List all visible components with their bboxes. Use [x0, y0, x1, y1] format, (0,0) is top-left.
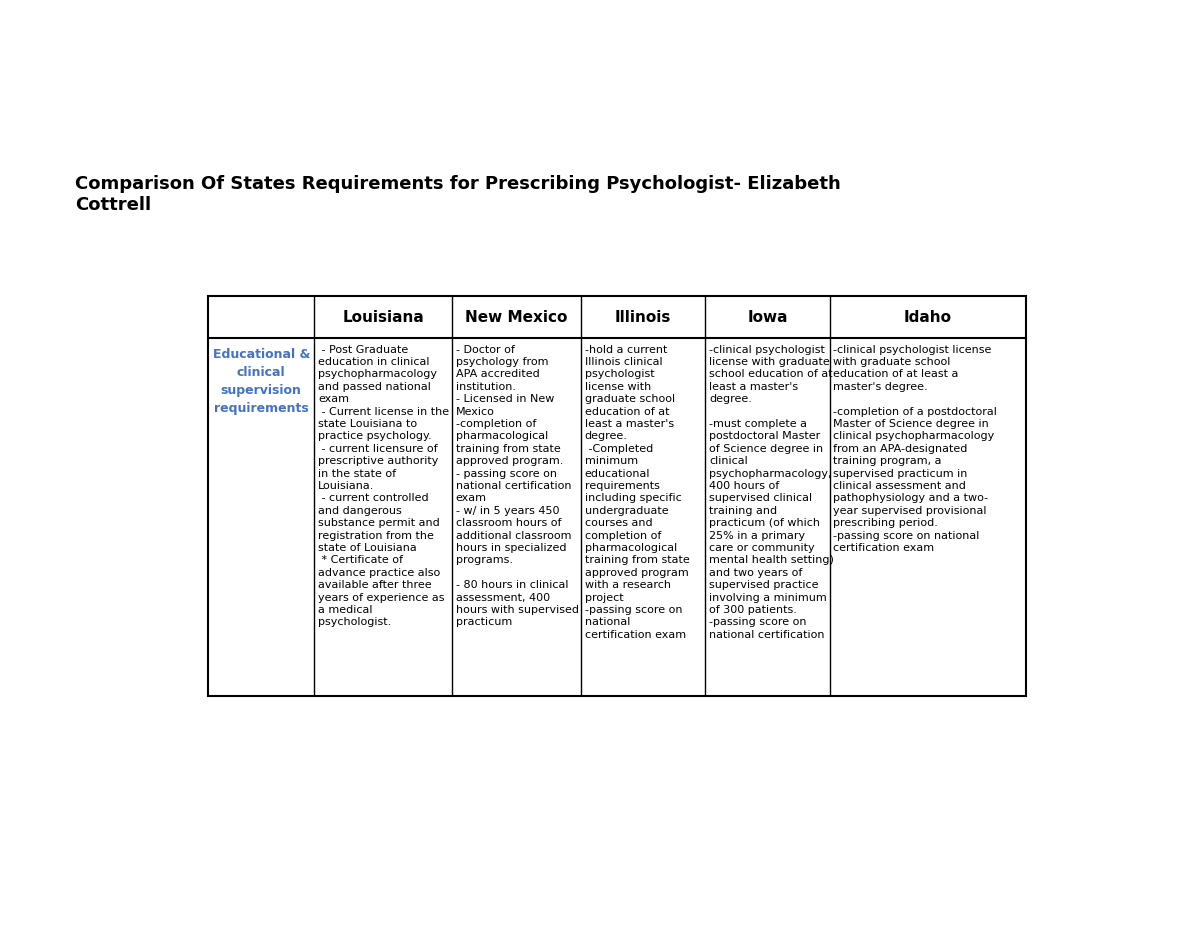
Text: New Mexico: New Mexico	[466, 310, 568, 324]
Text: Idaho: Idaho	[904, 310, 952, 324]
Text: Illinois: Illinois	[614, 310, 671, 324]
Text: Comparison Of States Requirements for Prescribing Psychologist- Elizabeth
Cottre: Comparison Of States Requirements for Pr…	[74, 175, 841, 214]
Text: -clinical psychologist license
with graduate school
education of at least a
mast: -clinical psychologist license with grad…	[833, 345, 997, 552]
Text: - Doctor of
psychology from
APA accredited
institution.
- Licensed in New
Mexico: - Doctor of psychology from APA accredit…	[456, 345, 578, 628]
Text: Educational &
clinical
supervision
requirements: Educational & clinical supervision requi…	[212, 348, 310, 414]
Text: - Post Graduate
education in clinical
psychopharmacology
and passed national
exa: - Post Graduate education in clinical ps…	[318, 345, 450, 628]
Bar	[208, 296, 1026, 696]
Text: -hold a current
Illinois clinical
psychologist
license with
graduate school
educ: -hold a current Illinois clinical psycho…	[584, 345, 690, 640]
Text: -clinical psychologist
license with graduate
school education of at
least a mast: -clinical psychologist license with grad…	[709, 345, 834, 640]
Text: Iowa: Iowa	[748, 310, 787, 324]
Text: Louisiana: Louisiana	[342, 310, 424, 324]
